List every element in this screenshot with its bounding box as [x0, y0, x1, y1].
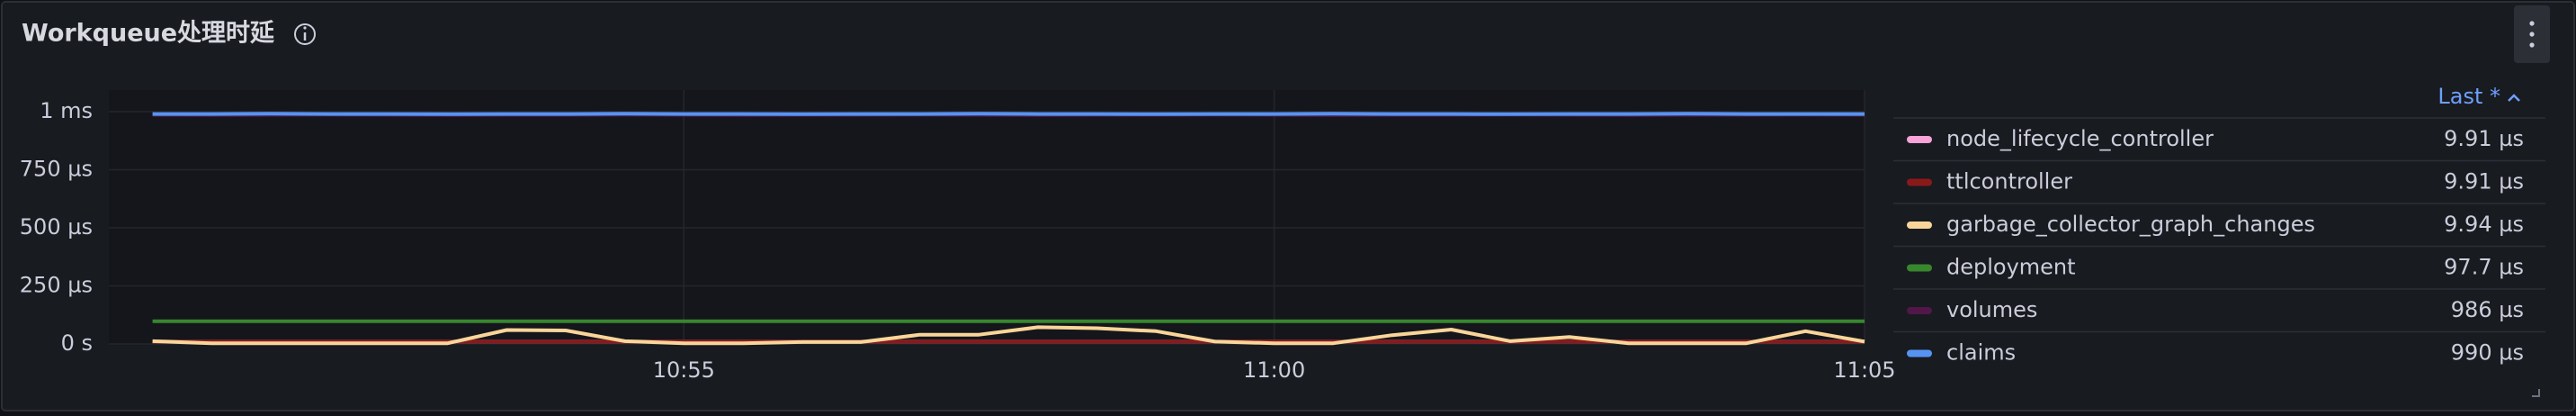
y-tick-label: 750 µs [20, 157, 93, 182]
y-tick-label: 500 µs [20, 214, 93, 240]
legend-swatch [1907, 222, 1932, 229]
legend-swatch [1907, 136, 1932, 143]
legend-label[interactable]: volumes [1946, 297, 2037, 322]
info-icon[interactable] [294, 23, 316, 45]
legend-label[interactable]: garbage_collector_graph_changes [1946, 212, 2315, 237]
legend-value: 9.94 µs [2444, 212, 2524, 237]
legend-label[interactable]: deployment [1946, 255, 2076, 280]
legend-value: 990 µs [2451, 340, 2524, 366]
legend: Last * node_lifecycle_controller 9.91 µs tt… [1893, 84, 2545, 366]
legend-value: 9.91 µs [2444, 126, 2524, 151]
y-tick-label: 1 ms [40, 98, 93, 123]
legend-header[interactable]: Last * [2437, 84, 2500, 109]
legend-swatch [1907, 264, 1932, 272]
x-tick-label: 11:00 [1243, 357, 1305, 383]
legend-swatch [1907, 349, 1932, 357]
x-tick-label: 10:55 [653, 357, 715, 383]
legend-label[interactable]: ttlcontroller [1946, 169, 2072, 194]
resize-handle [2532, 389, 2540, 397]
legend-value: 97.7 µs [2444, 255, 2524, 280]
legend-label[interactable]: node_lifecycle_controller [1946, 126, 2214, 151]
y-tick-label: 250 µs [20, 273, 93, 298]
legend-label[interactable]: claims [1946, 340, 2016, 366]
panel-title: Workqueue处理时延 [22, 20, 275, 48]
sort-arrow[interactable] [2508, 94, 2520, 102]
y-tick-label: 0 s [61, 330, 93, 356]
x-tick-label: 11:05 [1833, 357, 1895, 383]
series-line [152, 112, 1865, 116]
series-line [152, 325, 1865, 346]
plot: 0 s 250 µs 500 µs 750 µs 1 ms 10:55 11:00 11:05 [20, 90, 1896, 383]
legend-value: 9.91 µs [2444, 169, 2524, 194]
legend-swatch [1907, 307, 1932, 314]
legend-swatch [1907, 178, 1932, 186]
plot-area [109, 90, 1865, 344]
menu-button[interactable] [2514, 5, 2550, 63]
legend-value: 986 µs [2451, 297, 2524, 322]
